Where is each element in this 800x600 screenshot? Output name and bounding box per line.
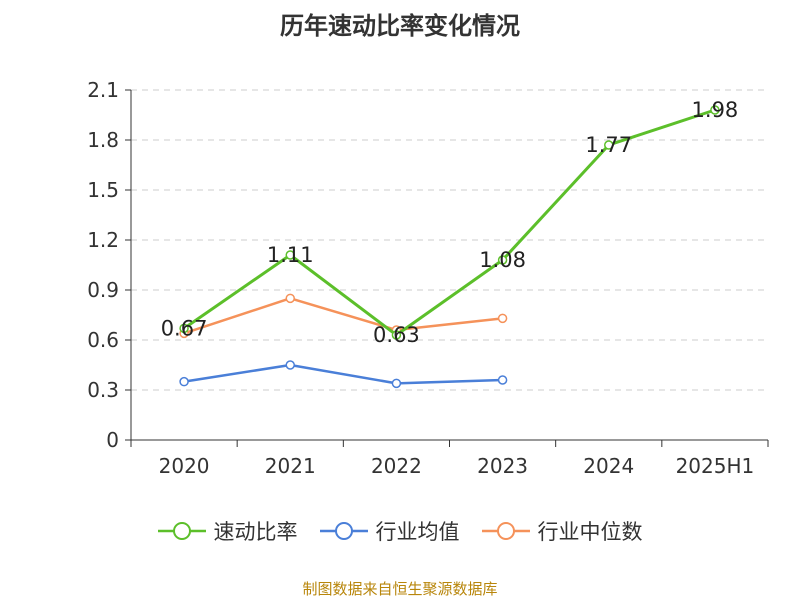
y-tick-label: 2.1 [87, 78, 119, 102]
x-tick-label: 2023 [477, 454, 528, 478]
legend-line-circle-icon [481, 522, 530, 540]
legend-item[interactable]: 速动比率 [157, 516, 298, 546]
data-point [710, 105, 720, 115]
data-label: 1.11 [267, 243, 314, 267]
data-point [604, 140, 614, 150]
grid-lines [131, 89, 768, 391]
legend-label: 行业均值 [375, 520, 460, 544]
y-tick-label: 0.6 [87, 328, 119, 352]
data-point [285, 293, 295, 304]
series-line [183, 108, 716, 337]
legend-label: 速动比率 [213, 520, 298, 544]
data-point [497, 375, 508, 385]
x-tick-label: 2022 [371, 454, 422, 478]
axes: 0 0.3 0.6 0.9 1.2 1.5 1.8 2.1 2020 2021 2022 2023 20… [87, 78, 769, 478]
legend-line-circle-icon [319, 522, 368, 540]
y-tick-label: 1.2 [87, 228, 119, 252]
data-labels: 0.67 1.11 0.63 1.08 1.77 1.98 [161, 98, 739, 347]
x-tick-label: 2024 [583, 454, 634, 478]
x-tick-label: 2025H1 [676, 454, 755, 478]
data-point [391, 330, 402, 340]
legend-item[interactable]: 行业中位数 [481, 516, 643, 546]
legend: 速动比率 行业均值 行业中位数 [0, 516, 800, 546]
legend-line-circle-icon [157, 522, 206, 540]
data-point [179, 323, 189, 334]
source-note: 制图数据来自恒生聚源数据库 [302, 580, 498, 598]
data-point [391, 378, 402, 389]
series-line [183, 297, 503, 335]
data-point [497, 255, 508, 265]
data-point [285, 250, 295, 260]
y-tick-label: 0.3 [87, 378, 119, 402]
y-tick-label: 1.8 [87, 128, 119, 152]
data-point [285, 360, 295, 370]
series-line [183, 363, 503, 385]
y-tick-label: 0 [106, 428, 119, 452]
data-label: 0.63 [373, 323, 420, 347]
x-tick-label: 2020 [159, 454, 210, 478]
data-label: 1.98 [692, 98, 739, 122]
legend-label: 行业中位数 [537, 520, 643, 544]
legend-item[interactable]: 行业均值 [319, 516, 460, 546]
series-lines [179, 105, 720, 389]
data-label: 0.67 [161, 316, 208, 340]
data-label: 1.08 [479, 248, 526, 272]
x-tick-label: 2021 [265, 454, 316, 478]
y-tick-label: 0.9 [87, 278, 119, 302]
chart-title: 历年速动比率变化情况 [280, 12, 520, 40]
data-point [497, 313, 508, 324]
data-label: 1.77 [585, 133, 632, 157]
y-tick-label: 1.5 [87, 178, 119, 202]
data-point [179, 376, 189, 387]
